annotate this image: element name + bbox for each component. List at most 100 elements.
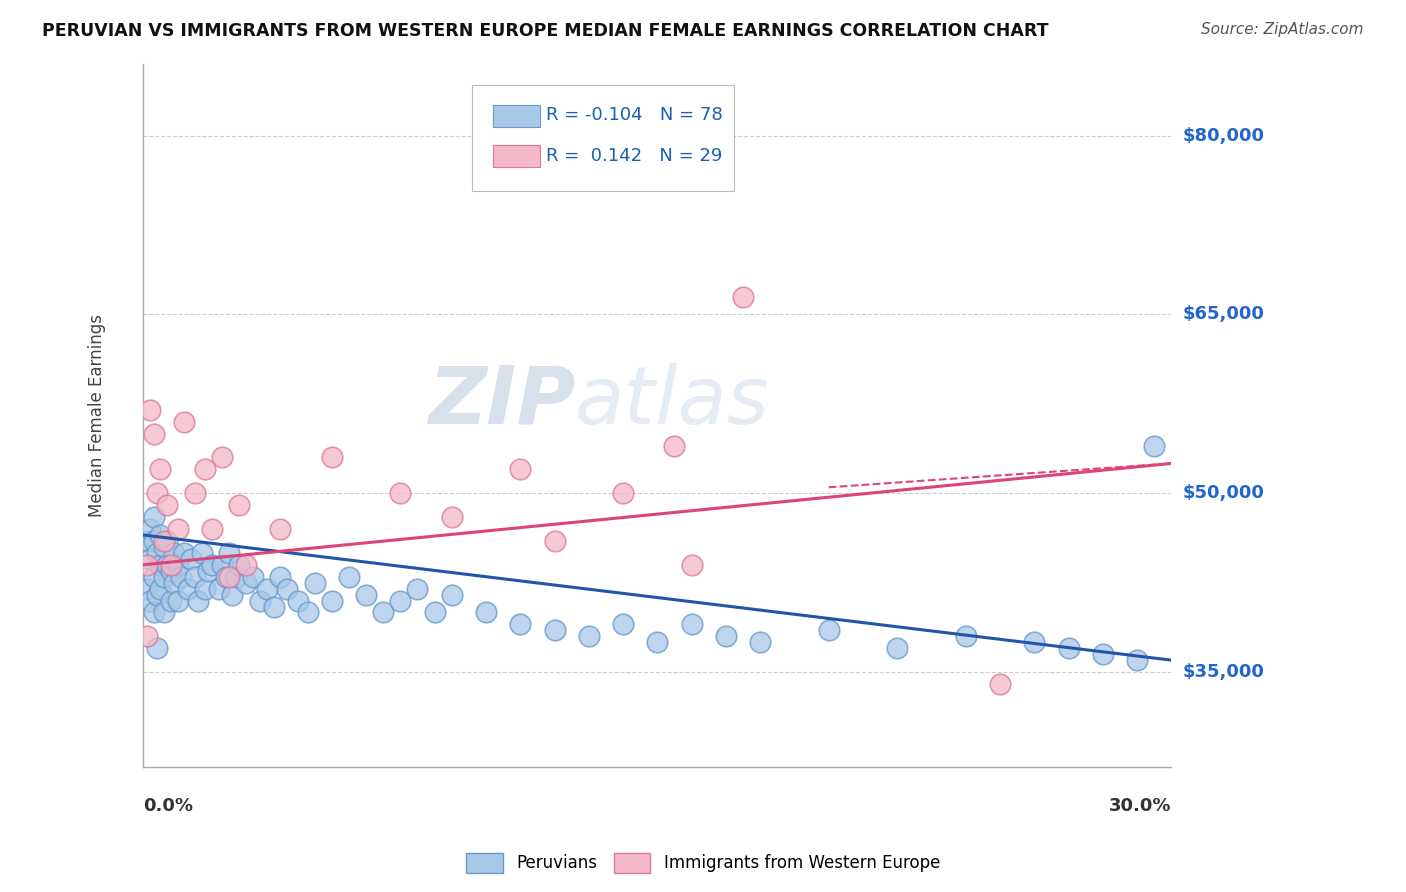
- Point: [297, 606, 319, 620]
- Point: [276, 582, 298, 596]
- Text: PERUVIAN VS IMMIGRANTS FROM WESTERN EUROPE MEDIAN FEMALE EARNINGS CORRELATION CH: PERUVIAN VS IMMIGRANTS FROM WESTERN EURO…: [42, 22, 1049, 40]
- Point: [166, 593, 188, 607]
- Point: [218, 570, 240, 584]
- Point: [156, 558, 179, 572]
- Point: [201, 522, 224, 536]
- Point: [139, 593, 162, 607]
- Text: $50,000: $50,000: [1182, 484, 1264, 502]
- Point: [214, 570, 236, 584]
- Point: [647, 635, 669, 649]
- Point: [337, 570, 360, 584]
- Point: [135, 582, 157, 596]
- Point: [149, 528, 172, 542]
- Point: [817, 624, 839, 638]
- Point: [269, 570, 291, 584]
- Point: [263, 599, 285, 614]
- Text: $65,000: $65,000: [1182, 305, 1264, 324]
- Point: [235, 575, 257, 590]
- Point: [208, 582, 231, 596]
- Point: [211, 450, 233, 465]
- Point: [440, 588, 463, 602]
- Point: [256, 582, 278, 596]
- Point: [163, 546, 186, 560]
- Point: [731, 289, 754, 303]
- Point: [211, 558, 233, 572]
- Point: [180, 551, 202, 566]
- Point: [201, 558, 224, 572]
- Point: [139, 551, 162, 566]
- Point: [146, 588, 169, 602]
- Point: [146, 486, 169, 500]
- Point: [664, 439, 686, 453]
- Point: [269, 522, 291, 536]
- Point: [159, 593, 181, 607]
- Point: [142, 510, 165, 524]
- Point: [578, 629, 600, 643]
- Point: [543, 624, 565, 638]
- Point: [170, 570, 193, 584]
- Point: [1126, 653, 1149, 667]
- Point: [135, 558, 157, 572]
- Point: [184, 486, 207, 500]
- Point: [159, 564, 181, 578]
- Text: 0.0%: 0.0%: [143, 797, 194, 815]
- Point: [166, 522, 188, 536]
- Point: [988, 677, 1011, 691]
- Point: [373, 606, 395, 620]
- Point: [749, 635, 772, 649]
- Point: [142, 606, 165, 620]
- Point: [153, 533, 176, 548]
- Point: [406, 582, 429, 596]
- Point: [177, 582, 200, 596]
- Text: $80,000: $80,000: [1182, 127, 1264, 145]
- Point: [440, 510, 463, 524]
- Point: [304, 575, 326, 590]
- Point: [714, 629, 737, 643]
- Point: [389, 593, 412, 607]
- FancyBboxPatch shape: [494, 145, 540, 168]
- Point: [190, 546, 212, 560]
- Point: [135, 629, 157, 643]
- Point: [242, 570, 264, 584]
- Point: [194, 462, 217, 476]
- Point: [163, 575, 186, 590]
- Point: [146, 641, 169, 656]
- Point: [153, 570, 176, 584]
- Point: [139, 402, 162, 417]
- Point: [153, 540, 176, 554]
- Point: [218, 546, 240, 560]
- Point: [235, 558, 257, 572]
- Point: [1091, 647, 1114, 661]
- Point: [423, 606, 446, 620]
- Point: [187, 593, 209, 607]
- Point: [159, 558, 181, 572]
- Text: 30.0%: 30.0%: [1109, 797, 1171, 815]
- Point: [194, 582, 217, 596]
- Point: [135, 533, 157, 548]
- Text: Source: ZipAtlas.com: Source: ZipAtlas.com: [1201, 22, 1364, 37]
- Point: [139, 522, 162, 536]
- Point: [354, 588, 377, 602]
- Point: [321, 593, 343, 607]
- Point: [1143, 439, 1166, 453]
- Point: [389, 486, 412, 500]
- Text: $35,000: $35,000: [1182, 663, 1264, 681]
- Point: [228, 498, 250, 512]
- Point: [142, 533, 165, 548]
- Point: [509, 617, 531, 632]
- Point: [146, 546, 169, 560]
- Point: [1057, 641, 1080, 656]
- Point: [166, 558, 188, 572]
- Point: [221, 588, 243, 602]
- Point: [287, 593, 309, 607]
- Point: [173, 546, 195, 560]
- Point: [156, 498, 179, 512]
- Point: [1024, 635, 1046, 649]
- Point: [149, 462, 172, 476]
- Point: [156, 533, 179, 548]
- Text: ZIP: ZIP: [427, 363, 575, 441]
- Text: atlas: atlas: [575, 363, 770, 441]
- Point: [173, 415, 195, 429]
- Point: [149, 582, 172, 596]
- Point: [955, 629, 977, 643]
